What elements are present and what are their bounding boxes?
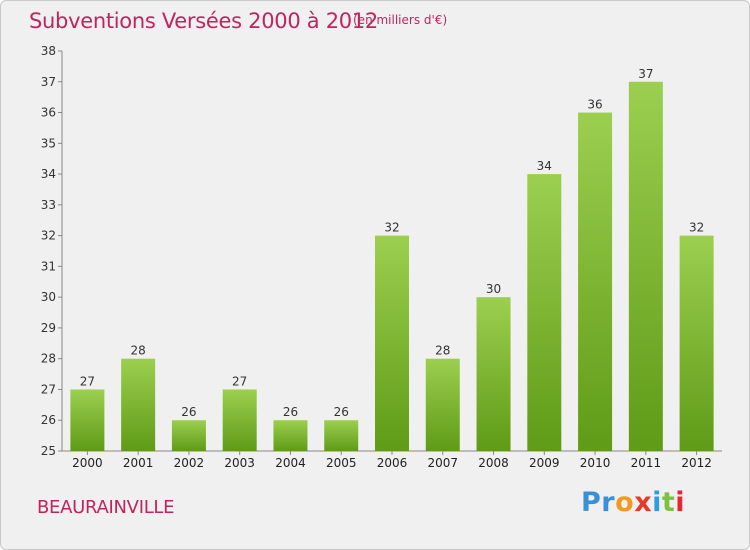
y-tick-label: 27 xyxy=(41,382,56,396)
y-tick-label: 25 xyxy=(41,444,56,458)
bar-value-label: 34 xyxy=(537,159,552,173)
x-tick-label: 2007 xyxy=(427,456,458,470)
bar xyxy=(324,420,359,451)
commune-name: BEAURAINVILLE xyxy=(37,497,175,518)
bar xyxy=(171,420,206,451)
chart-title: Subventions Versées 2000 à 2012 xyxy=(29,9,378,33)
y-tick-label: 26 xyxy=(41,413,56,427)
bar-value-label: 32 xyxy=(384,221,399,235)
bar xyxy=(527,174,562,452)
bar-value-label: 26 xyxy=(283,405,298,419)
bar-value-label: 30 xyxy=(486,282,501,296)
y-tick-label: 28 xyxy=(41,352,56,366)
bar xyxy=(578,112,613,452)
bar-value-label: 28 xyxy=(131,344,146,358)
x-tick-label: 2006 xyxy=(377,456,408,470)
y-tick-label: 30 xyxy=(41,290,56,304)
bar xyxy=(222,389,257,451)
logo-letter: P xyxy=(581,487,602,518)
bar-value-label: 36 xyxy=(587,98,602,112)
logo-letter: i xyxy=(675,487,686,518)
unit-note: (en milliers d'€) xyxy=(353,13,448,27)
y-tick-label: 37 xyxy=(41,75,56,89)
bar-value-label: 27 xyxy=(80,374,95,388)
x-tick-label: 2000 xyxy=(72,456,103,470)
bar-value-label: 26 xyxy=(334,405,349,419)
y-tick-label: 33 xyxy=(41,198,56,212)
x-tick-label: 2003 xyxy=(224,456,255,470)
y-tick-label: 35 xyxy=(41,136,56,150)
x-tick-label: 2009 xyxy=(529,456,560,470)
logo-letter: t xyxy=(661,487,676,518)
y-tick-label: 38 xyxy=(41,44,56,58)
bar-value-label: 28 xyxy=(435,344,450,358)
y-tick-label: 36 xyxy=(41,106,56,120)
x-tick-label: 2012 xyxy=(681,456,712,470)
y-tick-label: 29 xyxy=(41,321,56,335)
x-tick-label: 2011 xyxy=(631,456,662,470)
bar xyxy=(273,420,308,451)
logo-letter: r xyxy=(601,487,616,518)
bar xyxy=(121,358,156,451)
logo-letter: x xyxy=(634,487,653,518)
logo-letter: i xyxy=(652,487,662,518)
bar-value-label: 26 xyxy=(181,405,196,419)
logo-letter: o xyxy=(615,487,635,518)
bar xyxy=(425,358,460,451)
x-tick-label: 2010 xyxy=(580,456,611,470)
x-tick-label: 2002 xyxy=(174,456,205,470)
bar xyxy=(476,297,511,451)
proxiti-logo: Proxiti xyxy=(581,487,685,518)
bar xyxy=(375,235,409,451)
bar-value-label: 32 xyxy=(689,221,704,235)
x-tick-label: 2005 xyxy=(326,456,357,470)
x-tick-label: 2008 xyxy=(478,456,509,470)
y-tick-label: 34 xyxy=(41,167,56,181)
bar-value-label: 37 xyxy=(638,67,653,81)
x-tick-label: 2001 xyxy=(123,456,154,470)
x-tick-label: 2004 xyxy=(275,456,306,470)
y-tick-label: 32 xyxy=(41,229,56,243)
bar xyxy=(70,389,105,451)
bar xyxy=(628,81,663,452)
y-tick-label: 31 xyxy=(41,259,56,273)
bar-value-label: 27 xyxy=(232,374,247,388)
bar xyxy=(679,235,714,451)
